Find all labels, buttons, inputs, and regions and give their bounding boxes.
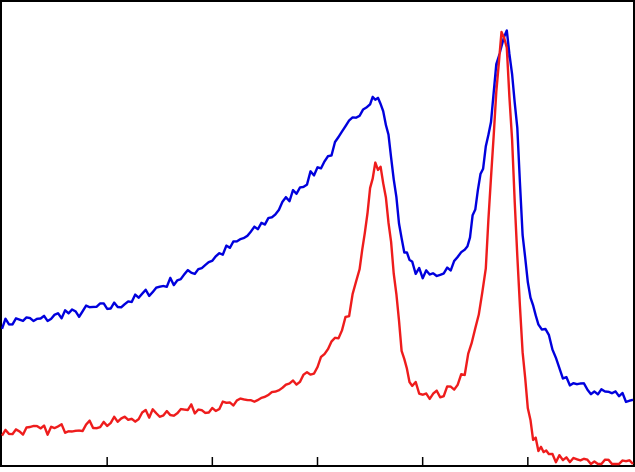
x-axis-ticks xyxy=(106,457,529,465)
series-line-0 xyxy=(0,29,634,404)
series-line-1 xyxy=(0,30,634,466)
series-group xyxy=(0,29,634,466)
